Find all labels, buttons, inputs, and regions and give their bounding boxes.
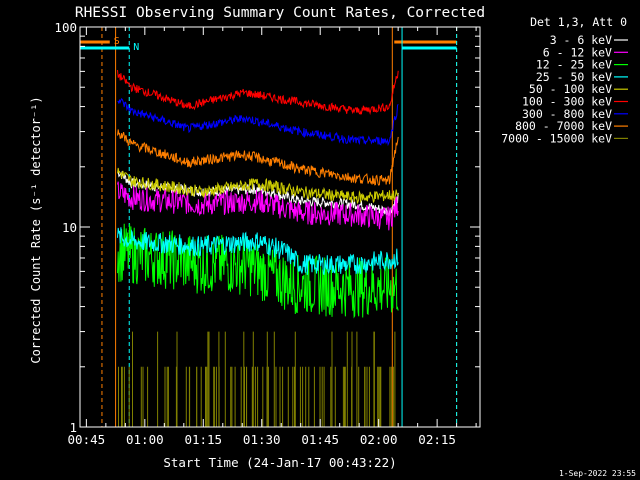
series-line-3: [117, 227, 399, 275]
legend-label-1: 6 - 12 keV: [543, 45, 612, 59]
x-tick-label-6: 02:15: [418, 432, 456, 447]
y-axis-label: Corrected Count Rate (s⁻¹ detector⁻¹): [29, 96, 43, 363]
plot-area: SN: [79, 27, 458, 427]
x-tick-label-3: 01:30: [243, 432, 281, 447]
series-line-2: [117, 223, 399, 319]
series-spikes-8: [118, 331, 396, 427]
chart-timestamp: 1-Sep-2022 23:55: [559, 469, 636, 478]
series-line-1: [117, 181, 399, 231]
x-tick-label-0: 00:45: [68, 432, 106, 447]
series-line-4: [117, 167, 399, 204]
legend-label-5: 100 - 300 keV: [522, 95, 612, 109]
legend-label-4: 50 - 100 keV: [529, 82, 612, 96]
x-tick-label-4: 01:45: [301, 432, 339, 447]
x-tick-label-2: 01:15: [184, 432, 222, 447]
marker-label-s: S: [114, 36, 120, 47]
chart-title: RHESSI Observing Summary Count Rates, Co…: [75, 5, 485, 21]
marker-label-n: N: [133, 42, 139, 53]
y-tick-label-1: 10: [62, 220, 77, 235]
series-line-7: [117, 129, 399, 186]
legend-label-3: 25 - 50 keV: [536, 70, 612, 84]
legend-label-8: 7000 - 15000 keV: [501, 131, 612, 145]
x-tick-label-1: 01:00: [126, 432, 164, 447]
series-line-6: [117, 97, 399, 147]
legend-title: Det 1,3, Att 0: [530, 15, 627, 29]
series-line-5: [117, 70, 399, 116]
legend-label-0: 3 - 6 keV: [550, 33, 612, 47]
legend-label-7: 800 - 7000 keV: [515, 119, 612, 133]
x-axis-ticks: 00:45 01:00 01:15 01:30 01:45 02:00 02:15: [68, 27, 477, 447]
y-axis-ticks: 1 10 100: [54, 20, 480, 435]
legend-label-6: 300 - 800 keV: [522, 107, 612, 121]
x-tick-label-5: 02:00: [360, 432, 398, 447]
legend-label-2: 12 - 25 keV: [536, 58, 612, 72]
y-tick-label-2: 100: [54, 20, 77, 35]
y-tick-label-0: 1: [69, 420, 77, 435]
x-axis-label: Start Time (24-Jan-17 00:43:22): [163, 455, 396, 470]
